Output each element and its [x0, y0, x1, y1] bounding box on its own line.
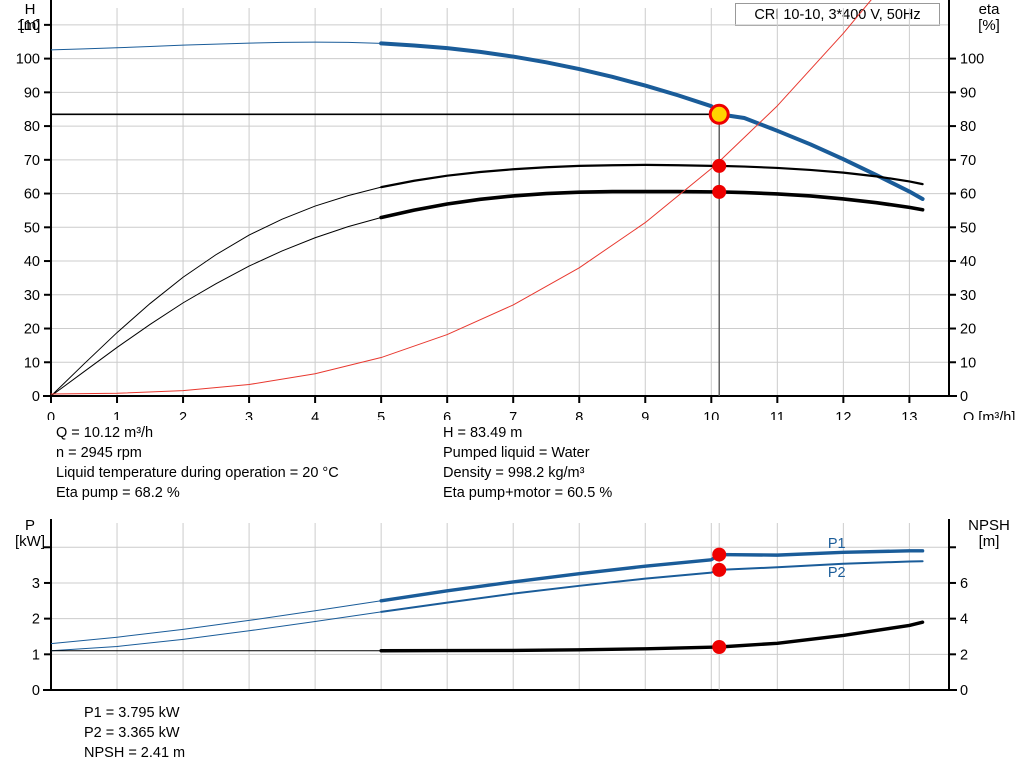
duty-info-right-2: Density = 998.2 kg/m³: [443, 465, 585, 481]
svg-text:0: 0: [47, 410, 55, 420]
svg-text:50: 50: [24, 220, 40, 236]
duty-info-right-3: Eta pump+motor = 60.5 %: [443, 485, 613, 501]
svg-text:30: 30: [960, 288, 976, 304]
upper-chart: 0 10 20 30 40 50 60 70 80 90 100 110 0 10 20 30 40 50 60 70…: [16, 0, 1015, 420]
svg-text:13: 13: [901, 410, 917, 420]
duty-info-left-1: n = 2945 rpm: [56, 445, 142, 461]
duty-info-left-3: Eta pump = 68.2 %: [56, 485, 180, 501]
upper-left-axis-title: H [m]: [19, 1, 41, 34]
svg-text:2: 2: [179, 410, 187, 420]
svg-text:110: 110: [17, 18, 40, 34]
pump-model-title-box: CRI 10-10, 3*400 V, 50Hz: [735, 3, 940, 26]
svg-text:40: 40: [24, 254, 40, 270]
upper-right-axis-title: eta [%]: [978, 1, 1000, 34]
svg-text:3: 3: [245, 410, 253, 420]
duty-info-right-1: Pumped liquid = Water: [443, 445, 590, 461]
svg-text:90: 90: [960, 85, 976, 101]
svg-text:P1: P1: [828, 536, 846, 552]
svg-text:20: 20: [24, 322, 40, 338]
svg-text:6: 6: [960, 576, 968, 592]
svg-text:80: 80: [24, 119, 40, 135]
svg-text:10: 10: [960, 355, 976, 371]
lower-right-axis-title: NPSH [m]: [968, 517, 1010, 550]
svg-text:50: 50: [960, 220, 976, 236]
svg-text:100: 100: [960, 52, 984, 68]
lower-left-axis-title: P [kW]: [15, 517, 45, 550]
duty-info-left: Q = 10.12 m³/h n = 2945 rpm Liquid tempe…: [56, 423, 339, 503]
svg-text:10: 10: [24, 355, 40, 371]
svg-text:3: 3: [32, 576, 40, 592]
svg-text:4: 4: [960, 612, 968, 628]
svg-text:5: 5: [377, 410, 385, 420]
duty-info-left-2: Liquid temperature during operation = 20…: [56, 465, 339, 481]
svg-text:0: 0: [32, 683, 40, 699]
duty-info-left-0: Q = 10.12 m³/h: [56, 425, 154, 441]
svg-text:80: 80: [960, 119, 976, 135]
svg-text:100: 100: [16, 52, 40, 68]
svg-text:70: 70: [960, 153, 976, 169]
power-info-1: P2 = 3.365 kW: [84, 725, 180, 741]
power-info-0: P1 = 3.795 kW: [84, 705, 180, 721]
svg-text:Q [m³/h]: Q [m³/h]: [963, 410, 1015, 420]
svg-text:9: 9: [641, 410, 649, 420]
svg-text:11: 11: [770, 410, 785, 420]
svg-text:0: 0: [32, 389, 40, 405]
svg-text:1: 1: [113, 410, 121, 420]
svg-text:20: 20: [960, 322, 976, 338]
svg-text:90: 90: [24, 85, 40, 101]
svg-text:30: 30: [24, 288, 40, 304]
svg-text:40: 40: [960, 254, 976, 270]
svg-text:12: 12: [835, 410, 851, 420]
svg-text:8: 8: [575, 410, 583, 420]
svg-text:10: 10: [703, 410, 719, 420]
power-info-2: NPSH = 2.41 m: [84, 745, 186, 761]
svg-text:4: 4: [311, 410, 319, 420]
svg-text:P2: P2: [828, 565, 846, 581]
svg-text:2: 2: [960, 647, 968, 663]
svg-text:60: 60: [960, 187, 976, 203]
svg-text:0: 0: [960, 389, 968, 405]
duty-info-right: H = 83.49 m Pumped liquid = Water Densit…: [443, 423, 612, 503]
svg-text:1: 1: [32, 647, 40, 663]
svg-text:6: 6: [443, 410, 451, 420]
duty-info-right-0: H = 83.49 m: [443, 425, 523, 441]
svg-text:70: 70: [24, 153, 40, 169]
svg-text:7: 7: [509, 410, 517, 420]
svg-text:2: 2: [32, 612, 40, 628]
svg-text:60: 60: [24, 187, 40, 203]
svg-text:0: 0: [960, 683, 968, 699]
pump-model-title: CRI 10-10, 3*400 V, 50Hz: [754, 6, 921, 23]
lower-chart: 0 1 2 3 0 2 4 6 P1 P2: [0, 515, 1024, 705]
power-info: P1 = 3.795 kW P2 = 3.365 kW NPSH = 2.41 …: [84, 703, 185, 763]
